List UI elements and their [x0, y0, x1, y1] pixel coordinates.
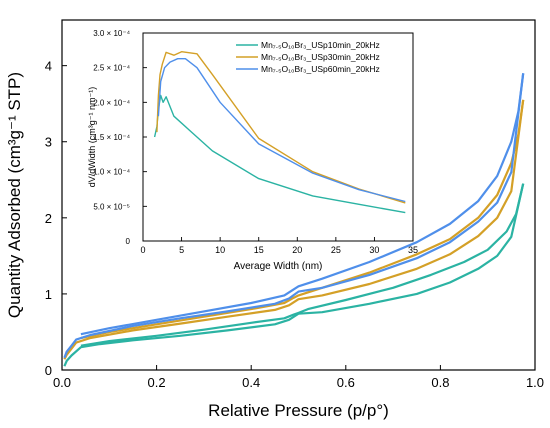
inset-legend: Mn₇.₅O₁₀Br₃_USp10min_20kHz Mn₇.₅O₁₀Br₃_US…	[236, 40, 380, 74]
main-x-axis-title: Relative Pressure (p/p°)	[208, 401, 389, 420]
main-x-tick-label: 0.4	[242, 375, 260, 390]
main-y-tick-label: 2	[45, 211, 52, 226]
inset-y-tick-label: 5.0 × 10⁻⁵	[93, 202, 130, 211]
isotherm-adsorption-line-USp10min	[63, 183, 525, 367]
main-x-tick-label: 1.0	[526, 375, 544, 390]
main-y-tick-label: 0	[45, 363, 52, 378]
legend-label-USp30min: Mn₇.₅O₁₀Br₃_USp30min_20kHz	[261, 52, 380, 62]
inset-x-tick-label: 25	[331, 245, 341, 255]
inset-x-tick-label: 15	[254, 245, 264, 255]
main-y-ticks: 0 1 2 3 4	[45, 59, 67, 378]
main-plot-frame	[61, 19, 536, 371]
inset-x-tick-label: 35	[408, 245, 418, 255]
inset-y-tick-label: 3.0 × 10⁻⁴	[93, 29, 130, 38]
main-series-group	[63, 73, 525, 367]
pore-size-line-USp60min	[157, 58, 406, 203]
inset-x-tick-label: 10	[215, 245, 225, 255]
inset-x-tick-label: 5	[179, 245, 184, 255]
main-y-tick-label: 3	[45, 135, 52, 150]
main-x-ticks: 0.0 0.2 0.4 0.6 0.8 1.0	[53, 365, 544, 390]
main-y-tick-label: 1	[45, 287, 52, 302]
inset-x-ticks: 0 5 10 15 20 25 30 35	[140, 237, 418, 255]
inset-x-tick-label: 20	[292, 245, 302, 255]
main-y-axis-title: Quantity Adsorbed (cm³g⁻¹ STP)	[5, 72, 24, 318]
isotherm-desorption-line-USp10min	[80, 183, 525, 347]
inset-y-axis-title: dV/dWidth (cm³g⁻¹ nm⁻¹)	[87, 87, 97, 188]
inset-x-tick-label: 30	[369, 245, 379, 255]
inset-y-tick-label: 1.5 × 10⁻⁴	[93, 133, 130, 142]
inset-y-tick-label: 1.0 × 10⁻⁴	[93, 168, 130, 177]
inset-y-tick-label: 2.5 × 10⁻⁴	[93, 64, 130, 73]
main-x-tick-label: 0.8	[431, 375, 449, 390]
inset-y-tick-label: 2.0 × 10⁻⁴	[93, 98, 130, 107]
main-x-tick-label: 0.2	[148, 375, 166, 390]
inset-series-group	[153, 51, 406, 214]
main-y-tick-label: 4	[45, 59, 52, 74]
isotherm-adsorption-line-USp60min	[63, 73, 525, 359]
inset-x-tick-label: 0	[140, 245, 145, 255]
pore-size-line-USp30min	[156, 51, 406, 204]
main-x-tick-label: 0.6	[337, 375, 355, 390]
inset-y-ticks: 0 5.0 × 10⁻⁵ 1.0 × 10⁻⁴ 1.5 × 10⁻⁴ 2.0 × 10⁻…	[93, 29, 147, 246]
main-x-tick-label: 0.0	[53, 375, 71, 390]
inset-y-tick-label: 0	[126, 237, 131, 246]
inset-x-axis-title: Average Width (nm)	[234, 261, 323, 272]
isotherm-adsorption-line-USp30min	[63, 99, 525, 360]
legend-label-USp10min: Mn₇.₅O₁₀Br₃_USp10min_20kHz	[261, 40, 380, 50]
isotherm-desorption-line-USp60min	[80, 73, 525, 336]
legend-label-USp60min: Mn₇.₅O₁₀Br₃_USp60min_20kHz	[261, 64, 380, 74]
